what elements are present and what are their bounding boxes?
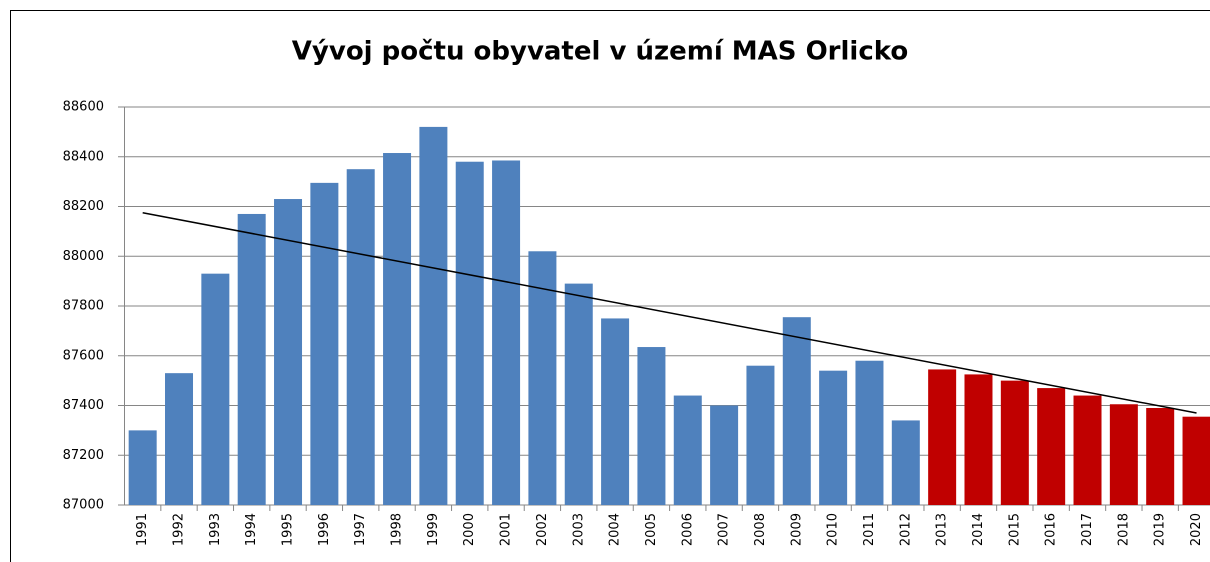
bar: [419, 126, 448, 506]
bar: [1073, 395, 1102, 505]
y-tick-label: 88400: [63, 149, 104, 164]
y-tick-label: 88200: [63, 199, 104, 214]
bar: [201, 273, 230, 505]
chart-title: Vývoj počtu obyvatel v území MAS Orlicko: [292, 37, 908, 67]
bar: [237, 213, 266, 505]
x-tick-label: 1991: [135, 513, 150, 546]
x-tick-label: 2004: [608, 513, 623, 546]
x-tick-label: 1996: [317, 513, 332, 546]
y-tick-label: 87200: [63, 448, 104, 463]
x-tick-label: 2001: [499, 513, 514, 546]
bar: [165, 373, 194, 505]
x-tick-label: 2015: [1007, 513, 1022, 546]
y-tick-label: 87600: [63, 348, 104, 363]
trendline: [142, 211, 1197, 414]
bar: [455, 161, 484, 505]
bar: [782, 317, 811, 505]
x-tick-label: 2017: [1080, 513, 1095, 546]
bar: [1000, 380, 1029, 505]
x-tick-label: 2013: [935, 513, 950, 546]
bar: [673, 395, 702, 505]
bar: [1146, 407, 1175, 505]
x-tick-label: 2007: [717, 513, 732, 546]
x-tick-label: 2020: [1189, 513, 1204, 546]
bar: [819, 370, 848, 505]
bar: [1182, 416, 1210, 505]
x-tick-label: 1993: [208, 513, 223, 546]
x-tick-label: 2018: [1116, 513, 1131, 546]
bar: [964, 374, 993, 505]
bar: [564, 283, 593, 505]
y-tick-label: 88600: [63, 100, 104, 115]
y-tick-label: 87000: [63, 498, 104, 513]
x-tick-label: 2012: [898, 513, 913, 546]
bar: [855, 360, 884, 505]
bar: [128, 430, 157, 505]
bar: [383, 153, 412, 506]
y-tick-label: 88000: [63, 249, 104, 264]
bar: [1037, 388, 1066, 505]
y-tick-label: 87400: [63, 398, 104, 413]
x-tick-label: 2002: [535, 513, 550, 546]
bar: [928, 369, 957, 505]
x-tick-label: 2019: [1153, 513, 1168, 546]
x-tick-label: 2003: [571, 513, 586, 546]
bar: [601, 318, 630, 505]
bar: [492, 160, 521, 505]
x-tick-label: 2005: [644, 513, 659, 546]
x-tick-label: 2009: [789, 513, 804, 546]
x-tick-label: 2014: [971, 513, 986, 546]
x-tick-label: 2010: [826, 513, 841, 546]
x-tick-label: 2006: [680, 513, 695, 546]
x-tick-label: 2008: [753, 513, 768, 546]
bar: [637, 347, 666, 505]
x-tick-label: 1998: [390, 513, 405, 546]
bar: [891, 420, 920, 505]
bar: [710, 405, 739, 505]
x-tick-label: 1997: [353, 513, 368, 546]
x-tick-label: 2016: [1044, 513, 1059, 546]
bar: [746, 365, 775, 505]
bar: [346, 169, 375, 505]
bar: [1109, 404, 1138, 505]
y-tick-label: 87800: [63, 299, 104, 314]
x-tick-label: 1994: [244, 513, 259, 546]
bar: [274, 199, 303, 505]
x-tick-label: 1999: [426, 513, 441, 546]
bar: [528, 251, 557, 505]
x-tick-label: 2011: [862, 513, 877, 546]
x-tick-label: 2000: [462, 513, 477, 546]
x-tick-label: 1995: [281, 513, 296, 546]
x-tick-label: 1992: [172, 513, 187, 546]
bar: [310, 182, 339, 505]
